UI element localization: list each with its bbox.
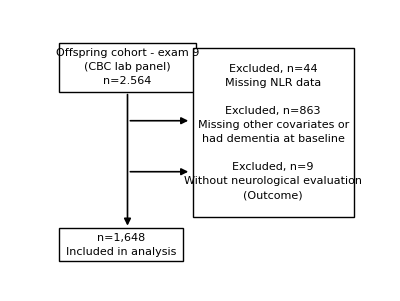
FancyBboxPatch shape bbox=[193, 48, 354, 217]
FancyBboxPatch shape bbox=[59, 228, 183, 261]
Text: Excluded, n=44
Missing NLR data

Excluded, n=863
Missing other covariates or
had: Excluded, n=44 Missing NLR data Excluded… bbox=[184, 64, 362, 200]
FancyBboxPatch shape bbox=[59, 43, 196, 92]
Text: n=1,648
Included in analysis: n=1,648 Included in analysis bbox=[66, 233, 176, 257]
Text: Offspring cohort - exam 9
(CBC lab panel)
n=2.564: Offspring cohort - exam 9 (CBC lab panel… bbox=[56, 48, 199, 86]
